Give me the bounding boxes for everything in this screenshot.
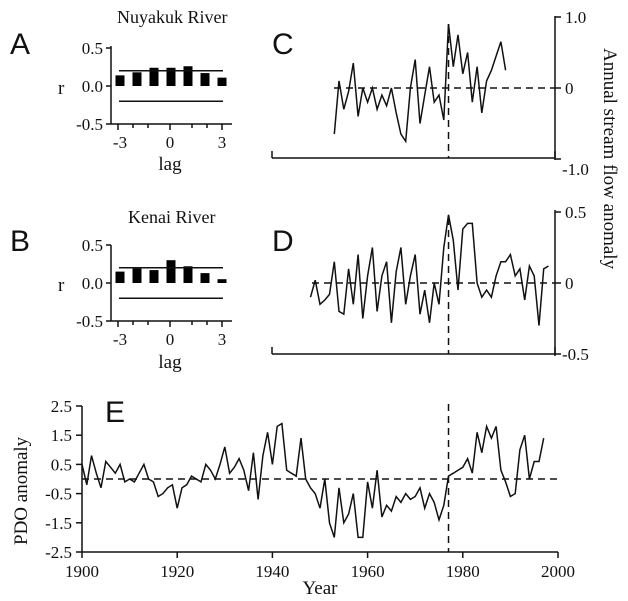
- panel-b-bar: [115, 271, 125, 283]
- panel-d: D 0.5 0 -0.5: [271, 203, 589, 364]
- panel-b-xtick-label: -3: [113, 330, 127, 349]
- panel-e-xtick-label: 1960: [351, 562, 385, 581]
- panel-d-ytick-label: 0.5: [565, 203, 586, 222]
- panel-a-xtick-label: 0: [166, 133, 175, 152]
- panel-e-ytick-label: 2.5: [51, 397, 72, 416]
- panel-a-bar: [149, 67, 159, 86]
- panel-e-xtick-label: 2000: [541, 562, 575, 581]
- panel-b-ytick-label: 0.5: [82, 236, 103, 255]
- panel-b-bars: [115, 260, 227, 299]
- panel-letter-a: A: [10, 28, 30, 61]
- panel-e-x-ticks: 1900 1920 1940 1960 1980 2000: [65, 552, 575, 581]
- panel-e-ytick-label: -0.5: [45, 485, 72, 504]
- panel-b-x-axis-label: lag: [158, 352, 182, 373]
- panel-c-ytick-label: 0: [565, 79, 574, 98]
- panel-e-xtick-label: 1900: [65, 562, 99, 581]
- panel-b-y-axis-label: r: [58, 275, 65, 296]
- panel-a-xtick-label: -3: [113, 133, 127, 152]
- panel-e-ytick-label: 1.5: [51, 426, 72, 445]
- panel-b-bar: [166, 260, 176, 283]
- panel-a-xtick-label: 3: [218, 133, 227, 152]
- panel-a-ytick-label: 0.5: [82, 39, 103, 58]
- panel-a-bar: [217, 77, 227, 86]
- panel-a: A Nuyakuk River 0.5 0.0 -0.5 r -3 0 3 la…: [10, 7, 232, 175]
- panel-e-x-axis-label: Year: [302, 578, 338, 599]
- panel-d-flow-series: [309, 214, 549, 326]
- panel-e-ytick-label: 0.5: [51, 455, 72, 474]
- panel-a-bar: [166, 67, 176, 86]
- panel-b-bar: [149, 270, 159, 283]
- panel-e-pdo-series: [81, 422, 545, 539]
- panel-a-y-axis-label: r: [58, 78, 65, 99]
- panel-a-title: Nuyakuk River: [117, 7, 227, 27]
- panel-e-ytick-label: -2.5: [45, 543, 72, 562]
- panel-c-ytick-label: -1.0: [562, 160, 589, 179]
- panel-b: B Kenai River 0.5 0.0 -0.5 r -3 0 3 lag: [10, 207, 232, 373]
- panel-d-ytick-label: 0: [565, 274, 574, 293]
- panel-b-ytick-label: 0.0: [82, 274, 103, 293]
- stream-flow-y-axis-label: Annual stream flow anomaly: [599, 48, 620, 270]
- panel-letter-c: C: [272, 28, 294, 61]
- panel-e-xtick-label: 1980: [446, 562, 480, 581]
- panel-b-ytick-label: -0.5: [76, 312, 103, 331]
- panel-a-bar: [183, 66, 193, 86]
- panel-b-bar: [183, 266, 193, 283]
- panel-a-bar: [132, 72, 142, 86]
- panel-b-xtick-label: 3: [218, 330, 227, 349]
- panel-letter-d: D: [272, 225, 294, 258]
- panel-e: E PDO anomaly Year 2.5 1.5 0.5 -0.5 -1.5 -2.5…: [11, 396, 575, 599]
- panel-b-bar: [217, 279, 227, 283]
- panel-e-xtick-label: 1940: [255, 562, 289, 581]
- panel-d-ytick-label: -0.5: [562, 345, 589, 364]
- panel-e-xtick-label: 1920: [160, 562, 194, 581]
- panel-c-flow-series: [333, 24, 507, 144]
- panel-a-x-axis-label: lag: [158, 154, 182, 175]
- panel-b-xtick-label: 0: [166, 330, 175, 349]
- panel-b-bar: [200, 273, 210, 283]
- panel-b-title: Kenai River: [128, 207, 215, 227]
- panel-letter-b: B: [10, 225, 30, 258]
- panel-e-y-axis-label: PDO anomaly: [11, 436, 32, 545]
- panel-b-bar: [132, 268, 142, 283]
- panel-e-ytick-label: -1.5: [45, 514, 72, 533]
- panel-a-bars: [115, 66, 227, 102]
- panel-a-ytick-label: -0.5: [76, 115, 103, 134]
- panel-a-bar: [115, 75, 125, 86]
- panel-a-ytick-label: 0.0: [82, 77, 103, 96]
- panel-e-y-ticks: 2.5 1.5 0.5 -0.5 -1.5 -2.5: [45, 397, 82, 562]
- panel-c-ytick-label: 1.0: [565, 8, 586, 27]
- panel-c: C 1.0 0 -1.0: [271, 8, 589, 179]
- panel-a-bar: [200, 73, 210, 86]
- panel-letter-e: E: [105, 396, 125, 429]
